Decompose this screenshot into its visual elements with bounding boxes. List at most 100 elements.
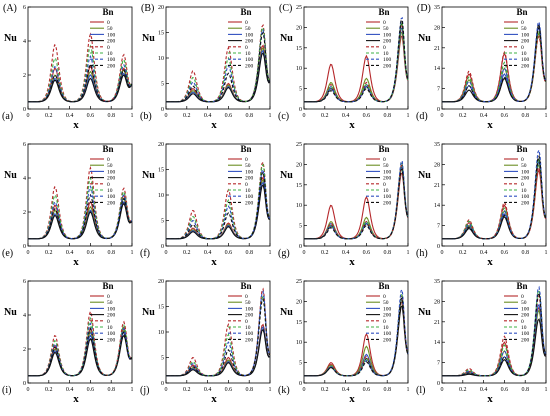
series-line-3 xyxy=(28,202,133,240)
legend-entry-label: 50 xyxy=(245,300,251,306)
x-tick-label: 1 xyxy=(545,250,548,256)
y-tick-label: 20 xyxy=(296,162,302,168)
y-tick-label: 0 xyxy=(437,381,440,387)
legend-entry-label: 10 xyxy=(521,325,527,331)
series-line-7 xyxy=(304,18,409,103)
y-tick-label: 15 xyxy=(296,46,302,52)
legend-entry-label: 50 xyxy=(107,26,113,32)
y-tick-label: 35 xyxy=(434,279,440,285)
x-tick-label: 0 xyxy=(441,387,444,393)
y-tick-label: 0 xyxy=(161,244,164,250)
panel-e: 0 0.2 0.4 0.6 0.8 10246xNu(e)Bn05010020001010… xyxy=(2,142,134,268)
y-tick-label: 21 xyxy=(434,320,440,326)
legend-entry-label: 200 xyxy=(107,200,116,206)
series-line-3 xyxy=(166,52,271,103)
legend-entry-label: 10 xyxy=(245,51,251,57)
y-tick-label: 2 xyxy=(23,210,26,216)
series-line-6 xyxy=(442,20,547,103)
x-tick-label: 1 xyxy=(545,113,548,119)
series-line-3 xyxy=(442,318,547,377)
x-axis-label: x xyxy=(73,119,79,131)
y-axis-label: Nu xyxy=(4,170,17,181)
x-axis-label: x xyxy=(349,119,355,131)
y-tick-label: 2 xyxy=(23,347,26,353)
y-tick-label: 0 xyxy=(23,107,26,113)
panel-c: 0 0.2 0.4 0.6 0.8 10510152025xNu(C)(c)Bn05010… xyxy=(278,3,410,131)
y-tick-label: 25 xyxy=(296,5,302,11)
series-line-2 xyxy=(304,296,409,377)
legend-entry-label: 200 xyxy=(521,200,530,206)
y-tick-label: 28 xyxy=(434,299,440,305)
legend-title: Bn xyxy=(516,281,527,291)
y-tick-label: 21 xyxy=(434,183,440,189)
y-tick-label: 15 xyxy=(158,31,164,37)
x-tick-label: 0 xyxy=(27,250,30,256)
x-tick-label: 0.4 xyxy=(342,113,350,119)
y-tick-label: 21 xyxy=(434,46,440,52)
legend-entry-label: 200 xyxy=(383,63,392,69)
y-axis-label: Nu xyxy=(280,170,293,181)
series-line-3 xyxy=(166,328,271,377)
panel-f: 0 0.2 0.4 0.6 0.8 105101520xNu(f)Bn0501002000… xyxy=(140,142,272,268)
x-tick-label: 1 xyxy=(131,387,134,393)
legend-entry-label: 50 xyxy=(521,26,527,32)
x-tick-label: 1 xyxy=(269,113,272,119)
series-line-5 xyxy=(304,292,409,377)
legend-entry-label: 200 xyxy=(107,63,116,69)
legend-entry-label: 50 xyxy=(107,300,113,306)
x-tick-label: 0.2 xyxy=(321,387,329,393)
y-tick-label: 20 xyxy=(158,142,164,148)
legend-entry-label: 10 xyxy=(383,188,389,194)
series-line-7 xyxy=(304,168,409,240)
plot-frame xyxy=(27,143,133,247)
plot-frame xyxy=(303,143,409,247)
x-axis-label: x xyxy=(487,256,493,268)
legend-entry-label: 200 xyxy=(245,200,254,206)
x-tick-label: 0 xyxy=(27,113,30,119)
legend-entry-label: 10 xyxy=(383,51,389,57)
x-tick-label: 0.8 xyxy=(107,113,115,119)
x-tick-label: 0 xyxy=(303,113,306,119)
legend-entry-label: 50 xyxy=(383,163,389,169)
y-tick-label: 7 xyxy=(437,224,440,230)
x-axis-label: x xyxy=(487,119,493,131)
y-tick-label: 5 xyxy=(161,219,164,225)
y-axis-label: Nu xyxy=(418,307,431,318)
legend-title: Bn xyxy=(378,281,389,291)
y-tick-label: 5 xyxy=(299,361,302,367)
legend-title: Bn xyxy=(378,7,389,17)
legend-entry-label: 200 xyxy=(383,176,392,182)
series-line-3 xyxy=(28,334,133,377)
legend-entry-label: 100 xyxy=(521,194,530,200)
y-tick-label: 0 xyxy=(161,107,164,113)
y-tick-label: 0 xyxy=(23,381,26,387)
legend-entry-label: 100 xyxy=(245,194,254,200)
x-tick-label: 0.6 xyxy=(225,250,233,256)
legend-entry-label: 10 xyxy=(521,188,527,194)
series-line-5 xyxy=(166,26,271,103)
y-axis-label: Nu xyxy=(142,170,155,181)
plot-frame xyxy=(441,6,547,110)
legend-entry-label: 0 xyxy=(245,20,248,26)
x-axis-label: x xyxy=(73,256,79,268)
x-tick-label: 1 xyxy=(269,250,272,256)
x-tick-label: 0.8 xyxy=(245,250,253,256)
x-tick-label: 0.4 xyxy=(480,113,488,119)
x-tick-label: 0 xyxy=(303,250,306,256)
series-line-7 xyxy=(166,297,271,377)
x-tick-label: 0.2 xyxy=(459,387,467,393)
y-tick-label: 5 xyxy=(161,82,164,88)
legend-entry-label: 200 xyxy=(383,313,392,319)
y-tick-label: 28 xyxy=(434,25,440,31)
y-tick-label: 0 xyxy=(299,244,302,250)
legend-entry-label: 0 xyxy=(107,182,110,188)
legend-entry-label: 100 xyxy=(107,194,116,200)
legend-entry-label: 50 xyxy=(521,163,527,169)
y-tick-label: 15 xyxy=(158,305,164,311)
legend-entry-label: 100 xyxy=(245,57,254,63)
legend-entry-label: 10 xyxy=(383,325,389,331)
legend-entry-label: 100 xyxy=(383,32,392,38)
legend-entry-label: 100 xyxy=(107,57,116,63)
y-tick-label: 35 xyxy=(434,5,440,11)
legend-entry-label: 0 xyxy=(107,294,110,300)
